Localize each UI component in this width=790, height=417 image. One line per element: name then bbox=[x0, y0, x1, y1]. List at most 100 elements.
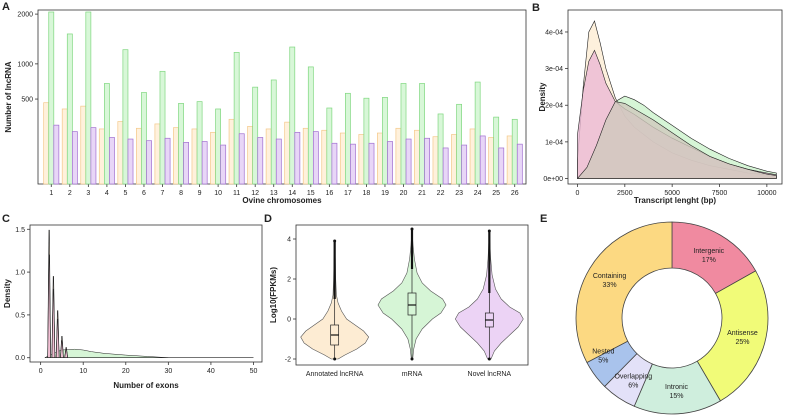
a-ytick-label: 500 bbox=[21, 97, 33, 104]
a-bar-annotated-lncrna bbox=[339, 132, 346, 185]
a-xtick-label: 4 bbox=[105, 190, 109, 197]
a-xtick-label: 7 bbox=[161, 190, 165, 197]
a-bar-mrna bbox=[345, 92, 351, 185]
a-xtick-label: 26 bbox=[511, 190, 519, 197]
b-ytick-label: 0e+00 bbox=[543, 176, 563, 183]
a-bar-annotated-lncrna bbox=[228, 118, 235, 185]
panel-a-label: A bbox=[2, 1, 10, 13]
a-bar-annotated-lncrna bbox=[488, 137, 495, 185]
e-slice-antisense bbox=[696, 270, 769, 402]
a-bar-mrna bbox=[85, 11, 92, 185]
a-bar-mrna bbox=[178, 103, 184, 185]
a-bar-novel-lncrna bbox=[442, 147, 449, 185]
c-xtick-label: 30 bbox=[164, 368, 172, 375]
a-bar-novel-lncrna bbox=[127, 138, 134, 185]
a-xtick-label: 9 bbox=[198, 190, 202, 197]
a-bar-novel-lncrna bbox=[90, 127, 97, 185]
b-xtick-label: 2500 bbox=[617, 190, 633, 197]
a-bar-annotated-lncrna bbox=[377, 132, 383, 185]
a-xtick-label: 24 bbox=[474, 190, 482, 197]
d-min-point-annotated-lncrna bbox=[333, 357, 337, 361]
a-bar-annotated-lncrna bbox=[432, 136, 439, 185]
d-box-mrna bbox=[407, 292, 417, 316]
a-bar-novel-lncrna bbox=[387, 141, 393, 185]
b-ytick-label: 3e-04 bbox=[545, 66, 563, 73]
e-label-name: Containing bbox=[593, 273, 627, 280]
a-bar-mrna bbox=[104, 83, 110, 185]
a-bar-novel-lncrna bbox=[183, 142, 189, 185]
c-xtick-label: 40 bbox=[207, 368, 215, 375]
a-bar-novel-lncrna bbox=[294, 131, 301, 185]
a-xtick-label: 20 bbox=[400, 190, 408, 197]
a-bar-annotated-lncrna bbox=[506, 135, 513, 185]
a-xtick-label: 21 bbox=[418, 190, 426, 197]
b-density-overlap bbox=[577, 101, 777, 179]
c-xtick-label: 0 bbox=[39, 368, 43, 375]
a-xtick-label: 22 bbox=[437, 190, 445, 197]
a-bar-mrna bbox=[215, 108, 221, 185]
a-ytick-label: 1000 bbox=[17, 61, 33, 68]
a-bar-novel-lncrna bbox=[368, 142, 375, 185]
c-spike-novel-lncrna bbox=[60, 340, 64, 359]
a-xtick-label: 11 bbox=[233, 190, 240, 197]
a-xtick-label: 3 bbox=[86, 190, 90, 197]
d-min-point-mrna bbox=[410, 357, 414, 361]
a-xtick-label: 10 bbox=[214, 190, 222, 197]
panel-c-label: C bbox=[2, 213, 10, 225]
a-bar-novel-lncrna bbox=[350, 143, 356, 185]
a-xtick-label: 6 bbox=[142, 190, 146, 197]
a-bar-annotated-lncrna bbox=[154, 123, 161, 185]
a-bar-novel-lncrna bbox=[164, 137, 171, 185]
d-max-point-novel-lncrna bbox=[487, 229, 491, 233]
a-bar-novel-lncrna bbox=[312, 131, 319, 185]
a-bar-novel-lncrna bbox=[479, 135, 486, 185]
a-bar-annotated-lncrna bbox=[98, 128, 105, 185]
d-ytick-label: 0 bbox=[287, 317, 291, 324]
a-bar-annotated-lncrna bbox=[61, 108, 68, 185]
c-xtick-label: 20 bbox=[122, 368, 130, 375]
d-ytick-label: -2 bbox=[285, 357, 291, 364]
a-bar-annotated-lncrna bbox=[136, 127, 142, 185]
b-xtick-label: 7500 bbox=[712, 190, 728, 197]
a-bar-annotated-lncrna bbox=[284, 121, 291, 185]
panel-b-label: B bbox=[532, 2, 540, 14]
b-ytick-label: 2e-04 bbox=[545, 103, 563, 110]
d-xtick-label: Novel lncRNA bbox=[468, 371, 512, 378]
e-label-name: Nested bbox=[592, 348, 614, 355]
a-bar-annotated-lncrna bbox=[358, 134, 365, 185]
a-xtick-label: 16 bbox=[325, 190, 333, 197]
c-spike-novel-lncrna bbox=[51, 288, 56, 359]
a-bar-novel-lncrna bbox=[109, 137, 115, 185]
a-bar-novel-lncrna bbox=[498, 147, 505, 185]
a-bar-mrna bbox=[419, 83, 425, 185]
a-bar-annotated-lncrna bbox=[302, 127, 309, 185]
a-bar-novel-lncrna bbox=[71, 131, 78, 185]
e-label-name: Intronic bbox=[665, 384, 688, 391]
b-ylabel: Density bbox=[538, 82, 547, 111]
a-bar-novel-lncrna bbox=[405, 138, 412, 185]
a-xtick-label: 8 bbox=[179, 190, 183, 197]
b-xlabel: Transcript lenght (bp) bbox=[634, 196, 717, 205]
a-xtick-label: 13 bbox=[270, 190, 278, 197]
a-bar-novel-lncrna bbox=[53, 124, 60, 185]
a-bar-novel-lncrna bbox=[275, 138, 282, 185]
a-bar-annotated-lncrna bbox=[414, 129, 420, 185]
a-bar-novel-lncrna bbox=[201, 141, 208, 185]
e-label-name: Antisense bbox=[727, 330, 758, 337]
a-bar-novel-lncrna bbox=[238, 133, 245, 185]
a-bar-annotated-lncrna bbox=[80, 105, 87, 185]
a-bar-annotated-lncrna bbox=[451, 134, 457, 185]
a-bar-mrna bbox=[66, 33, 73, 185]
a-bar-novel-lncrna bbox=[257, 137, 264, 185]
a-bar-annotated-lncrna bbox=[43, 102, 50, 185]
a-bar-mrna bbox=[511, 118, 518, 185]
e-label-pct: 5% bbox=[598, 357, 608, 364]
a-xtick-label: 1 bbox=[49, 190, 53, 197]
a-xtick-label: 17 bbox=[344, 190, 352, 197]
a-bar-annotated-lncrna bbox=[469, 128, 476, 185]
c-ytick-label: 0.0 bbox=[15, 355, 25, 362]
b-xtick-label: 10000 bbox=[757, 190, 777, 197]
panel-c-frame bbox=[29, 224, 263, 363]
e-label-pct: 17% bbox=[702, 257, 716, 264]
